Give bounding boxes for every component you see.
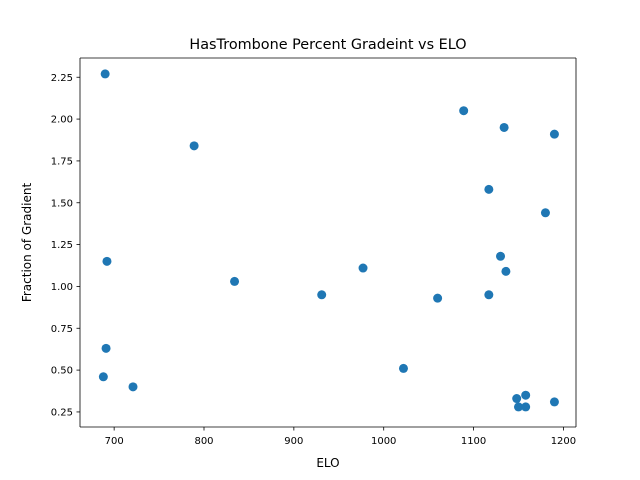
scatter-point	[512, 394, 522, 404]
y-tick-label: 1.00	[51, 282, 73, 293]
scatter-point	[549, 129, 559, 139]
y-tick-label: 2.00	[51, 115, 73, 126]
x-axis-ticks: 700 800 900 1000 1100 1200	[105, 427, 576, 447]
scatter-point	[102, 256, 112, 266]
scatter-point	[398, 363, 408, 373]
x-tick-label: 1100	[461, 436, 486, 447]
scatter-point	[499, 122, 509, 132]
scatter-point	[501, 266, 511, 276]
scatter-point	[98, 372, 108, 382]
scatter-point	[484, 184, 494, 194]
scatter-point	[540, 208, 550, 218]
scatter-point	[433, 293, 443, 303]
scatter-point	[496, 251, 506, 261]
y-tick-label: 0.75	[51, 324, 73, 335]
y-tick-label: 1.25	[51, 240, 73, 251]
y-tick-label: 2.25	[51, 73, 73, 84]
y-tick-label: 1.50	[51, 198, 73, 209]
scatter-point	[101, 343, 111, 353]
x-tick-label: 1200	[551, 436, 576, 447]
scatter-point	[521, 390, 531, 400]
scatter-point	[513, 402, 523, 412]
scatter-point	[100, 69, 110, 79]
scatter-point	[128, 382, 138, 392]
x-axis-label: ELO	[316, 456, 339, 470]
x-tick-label: 1000	[371, 436, 396, 447]
scatter-point	[189, 141, 199, 151]
chart-title: HasTrombone Percent Gradeint vs ELO	[189, 37, 466, 53]
scatter-point	[317, 290, 327, 300]
y-axis-label: Fraction of Gradient	[20, 183, 34, 303]
scatter-point	[459, 106, 469, 116]
points-layer	[98, 69, 559, 412]
scatter-point	[484, 290, 494, 300]
plot-area	[80, 58, 576, 427]
scatter-point	[230, 276, 240, 286]
y-tick-label: 0.50	[51, 366, 73, 377]
y-axis-ticks: 0.25 0.50 0.75 1.00 1.25 1.50 1.75 2.00 2.25	[51, 73, 80, 419]
y-tick-label: 1.75	[51, 157, 73, 168]
x-tick-label: 800	[194, 436, 213, 447]
scatter-point	[358, 263, 368, 273]
x-tick-label: 700	[105, 436, 124, 447]
scatter-point	[521, 402, 531, 412]
y-tick-label: 0.25	[51, 408, 73, 419]
scatter-point	[549, 397, 559, 407]
x-tick-label: 900	[284, 436, 303, 447]
